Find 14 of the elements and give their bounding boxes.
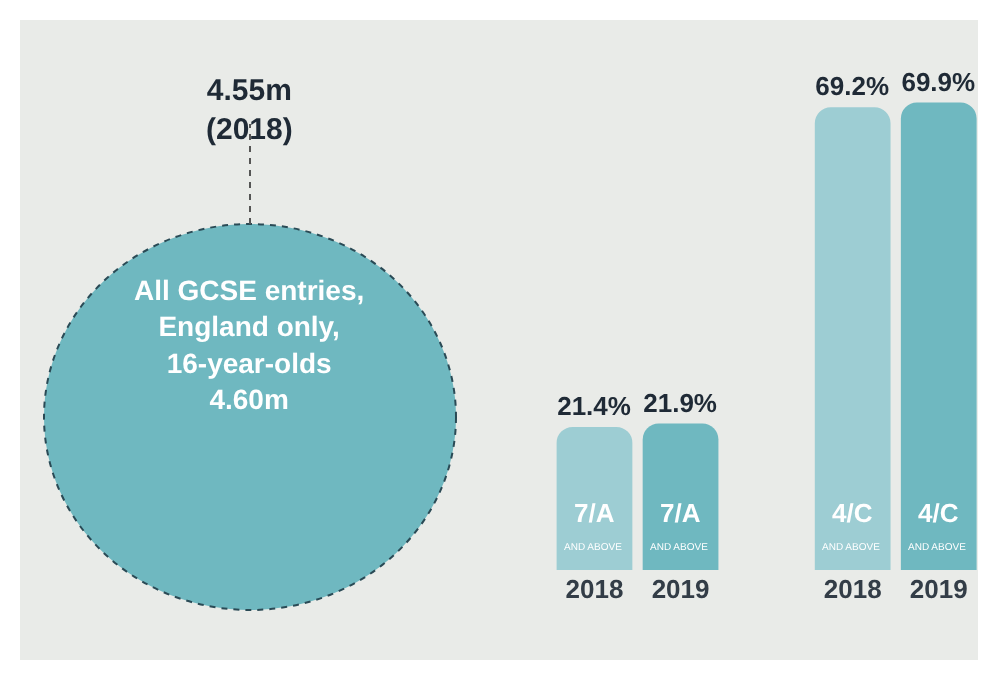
x-tick-label: 2019 [651,574,710,604]
data-label: 21.4% [557,390,632,421]
x-tick-label: 2018 [565,574,624,604]
text: All GCSE entries, England only, 16-year-olds 4.60m [134,274,365,416]
annotation: 7/A [660,498,702,528]
x-tick-label: 2018 [823,574,882,604]
data-label: 69.9% [901,66,977,97]
text: 4.55m (2018) [206,74,293,147]
data-label: 21.9% [643,387,718,418]
annotation: 4/C [918,498,960,528]
x-tick-label: 2019 [909,574,968,604]
annotation: 7/A [574,498,616,528]
annotation: 4/C [832,498,874,528]
data-label: 69.2% [815,71,890,102]
